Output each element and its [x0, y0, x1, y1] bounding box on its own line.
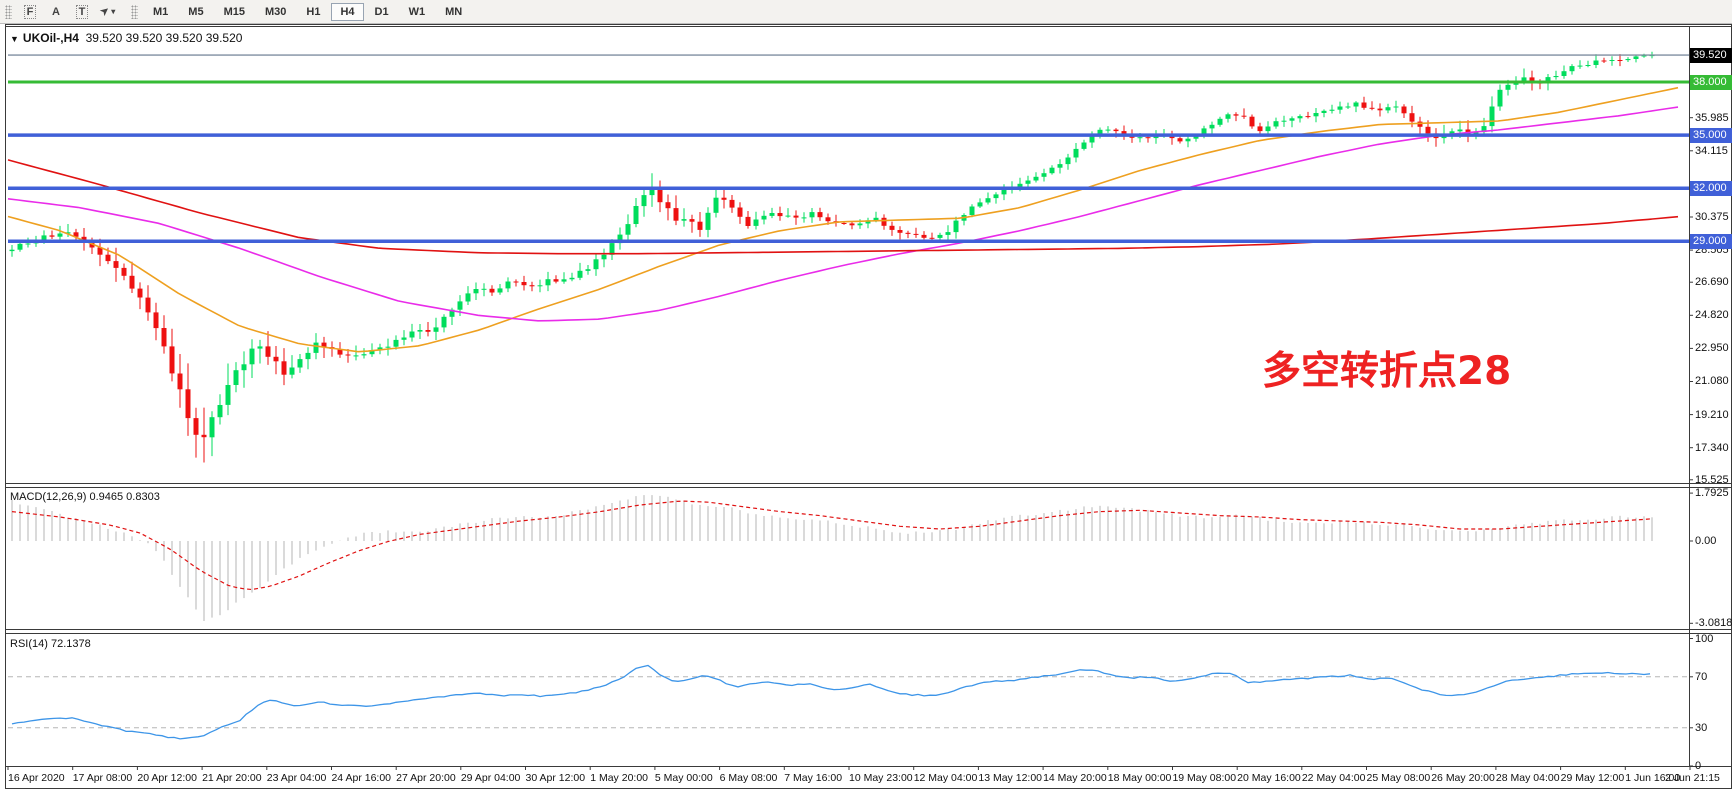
macd-tick: 0.00 — [1695, 535, 1717, 547]
label-tool-icon[interactable]: A — [52, 5, 60, 18]
price-badge-29.000: 29.000 — [1690, 233, 1732, 249]
time-tick: 1 May 20:00 — [590, 772, 649, 784]
rsi-tick: 100 — [1695, 632, 1714, 645]
timeframe-button-m30[interactable]: M30 — [264, 5, 287, 18]
ohlc-readout: 39.520 39.520 39.520 39.520 — [85, 31, 243, 45]
time-tick: 22 May 04:00 — [1301, 772, 1366, 784]
chart-annotation-text: 多空转折点28 — [1262, 349, 1512, 394]
time-tick: 16 Apr 2020 — [8, 772, 65, 784]
chart-surface[interactable] — [8, 26, 1688, 482]
time-tick: 20 May 16:00 — [1237, 772, 1301, 784]
symbol-title: UKOil-,H4 — [22, 31, 79, 45]
chart-menu-dropdown-icon[interactable]: ▼ — [10, 34, 19, 44]
price-tick: 26.690 — [1695, 276, 1729, 289]
timeframe-button-m1[interactable]: M1 — [153, 5, 169, 18]
time-tick: 12 May 04:00 — [913, 772, 978, 784]
drawing-tools-group: F A T ➤ ▾ — [17, 2, 121, 21]
main-panel-frame — [5, 26, 1732, 484]
time-tick: 10 May 23:00 — [849, 772, 913, 784]
symbol-title-bar[interactable]: ▼ UKOil-,H4 39.520 39.520 39.520 39.520 — [10, 31, 242, 45]
timeframe-button-h4[interactable]: H4 — [331, 2, 364, 21]
timeframe-button-mn[interactable]: MN — [445, 5, 463, 18]
price-badge-32.000: 32.000 — [1690, 180, 1732, 196]
time-tick: 24 Apr 16:00 — [331, 772, 392, 784]
ma-slow-line — [7, 159, 1679, 255]
price-tick: 24.820 — [1695, 309, 1729, 322]
macd-histogram — [11, 495, 1653, 621]
price-tick: 30.375 — [1695, 210, 1729, 223]
rsi-line — [11, 664, 1651, 740]
price-tick: 17.340 — [1695, 441, 1729, 454]
time-tick: 1 Jun 16:00 — [1625, 772, 1681, 784]
time-tick: 28 May 04:00 — [1495, 772, 1560, 784]
timeframe-button-h1[interactable]: H1 — [306, 5, 321, 18]
timeframe-button-d1[interactable]: D1 — [374, 5, 389, 18]
time-tick: 23 Apr 04:00 — [266, 772, 327, 784]
timeframe-button-w1[interactable]: W1 — [408, 5, 426, 18]
time-tick: 29 May 12:00 — [1560, 772, 1625, 784]
rsi-indicator-label: RSI(14) 72.1378 — [10, 638, 91, 650]
arrow-objects-icon[interactable]: ➤ ▾ — [98, 4, 116, 19]
timeframe-button-m15[interactable]: M15 — [223, 5, 245, 18]
time-tick: 19 May 08:00 — [1172, 772, 1237, 784]
price-badge-39.520: 39.520 — [1690, 47, 1732, 63]
timeframe-toolbar: M1 M5 M15 M30 H1 H4 D1 W1 MN — [143, 2, 472, 21]
macd-signal-line — [11, 500, 1653, 591]
macd-indicator-label: MACD(12,26,9) 0.9465 0.8303 — [10, 491, 160, 503]
time-tick: 7 May 16:00 — [784, 772, 843, 784]
price-tick: 15.525 — [1695, 473, 1729, 486]
price-tick: 22.950 — [1695, 342, 1729, 355]
price-tick: 35.985 — [1695, 111, 1729, 124]
time-tick: 13 May 12:00 — [978, 772, 1043, 784]
ma-mid-line — [7, 106, 1679, 322]
macd-tick: 1.7925 — [1695, 487, 1729, 500]
time-tick: 27 Apr 20:00 — [396, 772, 456, 784]
objects-grid-icon[interactable]: F — [18, 2, 42, 21]
price-tick: 21.080 — [1695, 375, 1729, 388]
time-tick: 25 May 08:00 — [1366, 772, 1431, 784]
time-tick: 26 May 20:00 — [1431, 772, 1495, 784]
time-tick: 21 Apr 20:00 — [202, 772, 262, 784]
rsi-tick: 70 — [1695, 670, 1708, 683]
rsi-tick: 0 — [1695, 760, 1702, 772]
top-toolbar: F A T ➤ ▾ M1 M5 M15 M30 H1 H4 D1 W1 MN — [0, 0, 1732, 24]
rsi-tick: 30 — [1695, 721, 1708, 734]
ma-fast-line — [7, 86, 1679, 353]
macd-tick: -3.0818 — [1695, 617, 1732, 630]
time-tick: 20 Apr 12:00 — [137, 772, 197, 784]
text-tool-icon[interactable]: T — [70, 2, 94, 21]
time-tick: 5 May 00:00 — [654, 772, 713, 784]
price-tick: 34.115 — [1695, 144, 1728, 157]
time-tick: 6 May 08:00 — [719, 772, 778, 784]
toolbar-grip[interactable] — [131, 4, 138, 19]
macd-panel-frame — [5, 487, 1732, 630]
price-badge-38.000: 38.000 — [1690, 74, 1732, 90]
rsi-panel-frame — [5, 633, 1732, 767]
price-badge-35.000: 35.000 — [1690, 127, 1732, 143]
time-tick: 29 Apr 04:00 — [460, 772, 521, 784]
price-tick: 19.210 — [1695, 408, 1729, 421]
time-tick: 17 Apr 08:00 — [72, 772, 133, 784]
timeframe-button-m5[interactable]: M5 — [188, 5, 204, 18]
toolbar-grip[interactable] — [5, 4, 12, 19]
time-tick: 2 Jun 21:15 — [1665, 772, 1720, 784]
time-tick: 18 May 00:00 — [1107, 772, 1172, 784]
time-tick: 30 Apr 12:00 — [525, 772, 586, 784]
time-tick: 14 May 20:00 — [1043, 772, 1107, 784]
